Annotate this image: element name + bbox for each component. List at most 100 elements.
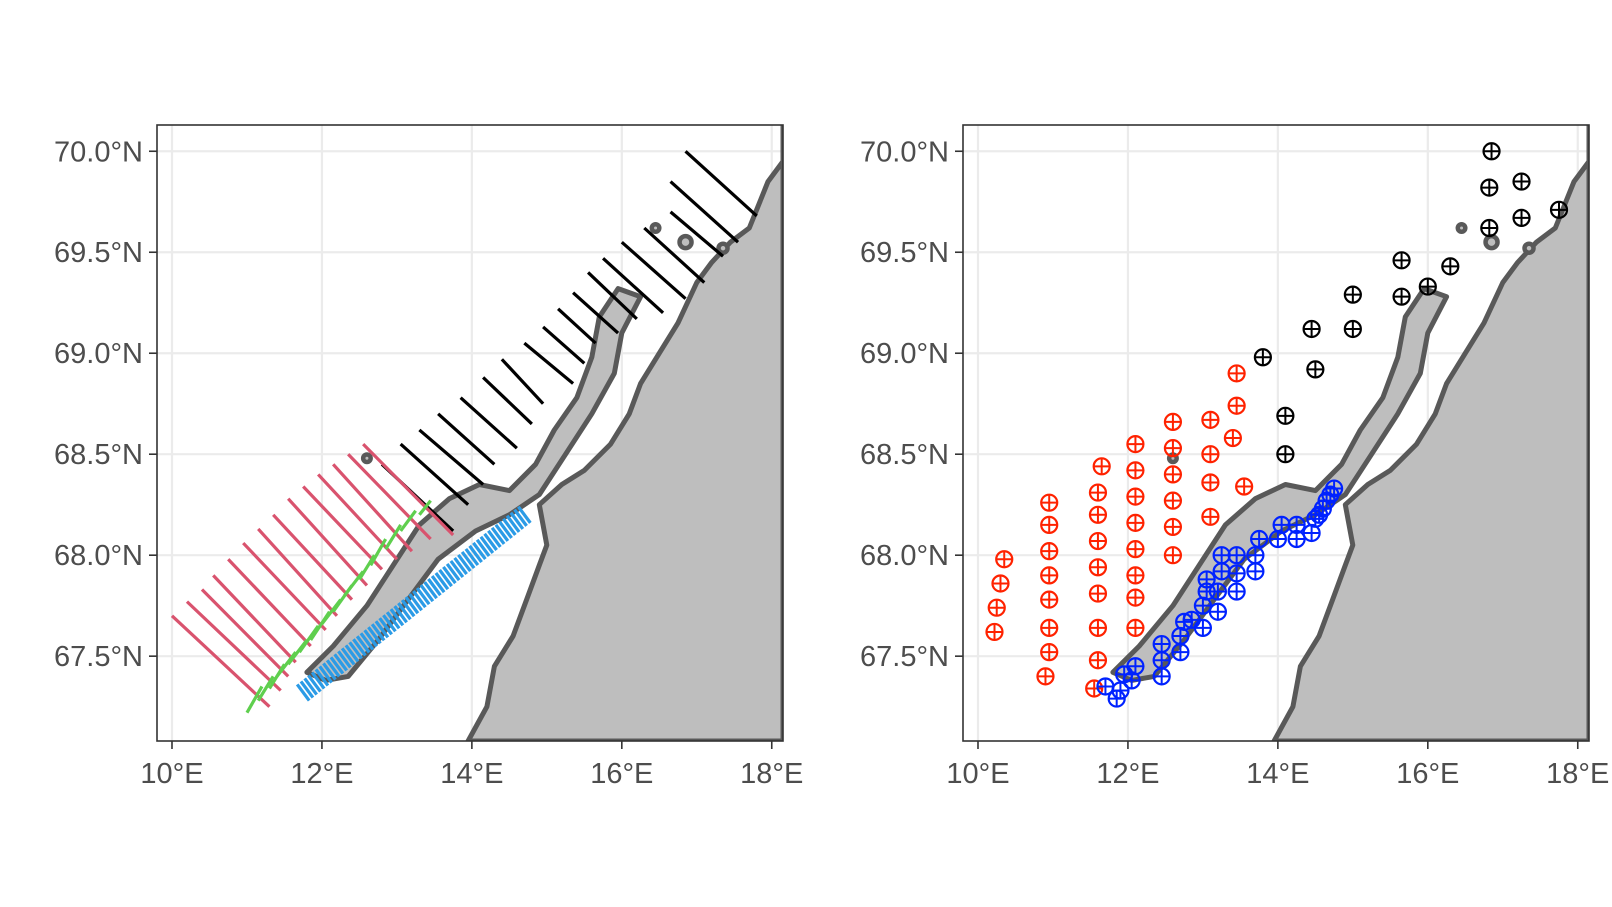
map-panel-stations: 10°E 12°E 14°E 16°E 18°E 67.5°N 68.0°N 68.5°N 69…	[860, 124, 1609, 790]
transect-blue	[472, 541, 487, 560]
transect-green	[418, 499, 432, 516]
transect-blue	[329, 656, 345, 675]
x-tick-label: 18°E	[740, 758, 803, 790]
transect-blue	[385, 611, 401, 630]
transect-blue	[367, 626, 382, 645]
station-blue	[1227, 582, 1246, 601]
transect-black	[572, 291, 620, 335]
y-tick-label: 68.0°N	[860, 540, 949, 572]
y-tick-label: 69.5°N	[860, 237, 949, 269]
station-black	[1302, 319, 1321, 339]
transect-green	[245, 685, 264, 714]
x-tick-label: 10°E	[946, 758, 1009, 790]
transect-blue	[408, 593, 423, 612]
y-tick-label: 70.0°N	[54, 136, 143, 168]
transect-blue	[438, 569, 453, 588]
station-blue	[1246, 546, 1265, 565]
station-blue	[1272, 515, 1291, 534]
transect-blue	[475, 538, 491, 557]
transect-black	[557, 307, 597, 345]
station-red	[991, 574, 1010, 593]
transect-blue	[449, 559, 465, 579]
small-island	[360, 452, 373, 465]
station-blue	[1152, 634, 1171, 654]
transect-blue	[340, 647, 356, 666]
station-blue	[1182, 610, 1201, 629]
transect-green	[268, 663, 286, 690]
small-island	[1483, 233, 1500, 251]
small-island	[677, 233, 694, 251]
y-tick-label: 68.5°N	[54, 439, 143, 471]
station-red	[1227, 364, 1246, 383]
gridlines	[157, 125, 783, 741]
station-red	[1163, 465, 1183, 484]
transect-blue	[307, 674, 322, 693]
transect-green	[309, 610, 331, 641]
y-tick-label: 68.5°N	[860, 439, 949, 471]
transect-black	[500, 358, 545, 405]
transect-lines	[170, 150, 758, 714]
transect-blue	[415, 587, 431, 606]
transect-blue	[310, 671, 326, 690]
station-red	[1163, 517, 1183, 537]
x-tick-label: 16°E	[590, 758, 653, 790]
transect-red	[362, 442, 455, 537]
transect-blue	[400, 599, 416, 618]
transect-black	[459, 396, 518, 450]
station-red	[1126, 487, 1145, 506]
station-blue	[1246, 562, 1265, 581]
transect-blue	[494, 523, 510, 542]
transect-red	[212, 574, 297, 664]
transect-blue	[382, 614, 397, 633]
transect-blue	[322, 662, 337, 681]
station-red	[1201, 410, 1220, 429]
station-blue	[1250, 529, 1269, 549]
station-black	[1441, 257, 1460, 276]
transect-red	[170, 614, 271, 708]
transect-blue	[430, 575, 446, 594]
station-blue	[1171, 643, 1190, 662]
station-black	[1276, 445, 1295, 464]
transect-blue	[457, 553, 472, 573]
lofoten-vesteralen-islands	[1110, 286, 1450, 683]
station-red	[1088, 558, 1108, 577]
small-island	[649, 222, 662, 235]
station-red	[1088, 483, 1108, 502]
y-tick-label: 69.0°N	[860, 338, 949, 370]
small-island	[1455, 222, 1468, 235]
station-black	[1480, 218, 1499, 238]
station-black	[1276, 406, 1295, 425]
transect-red	[200, 588, 290, 678]
transect-blue	[502, 517, 517, 536]
transect-black	[586, 271, 638, 321]
transect-blue	[363, 629, 378, 648]
station-red	[1040, 493, 1059, 512]
transect-blue	[318, 665, 333, 684]
transect-red	[272, 513, 354, 601]
x-tick-label: 14°E	[440, 758, 503, 790]
transect-black	[399, 442, 470, 506]
transect-green	[369, 538, 388, 567]
transect-red	[185, 600, 282, 692]
station-blue	[1325, 479, 1344, 498]
panel-border	[156, 124, 784, 742]
transect-black	[482, 376, 533, 426]
station-blue	[1197, 570, 1216, 589]
transect-blue	[337, 650, 352, 669]
station-blue	[1212, 546, 1231, 565]
station-red	[1085, 679, 1104, 698]
axes: 10°E 12°E 14°E 16°E 18°E 67.5°N 68.0°N 68.5°N 69…	[860, 136, 1609, 790]
transect-blue	[442, 566, 457, 585]
station-black	[1343, 319, 1362, 339]
x-tick-label: 14°E	[1246, 758, 1309, 790]
transect-blue	[513, 508, 528, 527]
transect-blue	[397, 602, 412, 621]
station-black	[1549, 200, 1569, 219]
station-red	[1040, 515, 1059, 534]
transect-blue	[359, 632, 375, 651]
transect-blue	[445, 562, 461, 582]
station-red	[1040, 566, 1059, 585]
x-tick-label: 16°E	[1396, 758, 1459, 790]
station-red	[1088, 531, 1108, 551]
transect-blue	[412, 590, 427, 609]
